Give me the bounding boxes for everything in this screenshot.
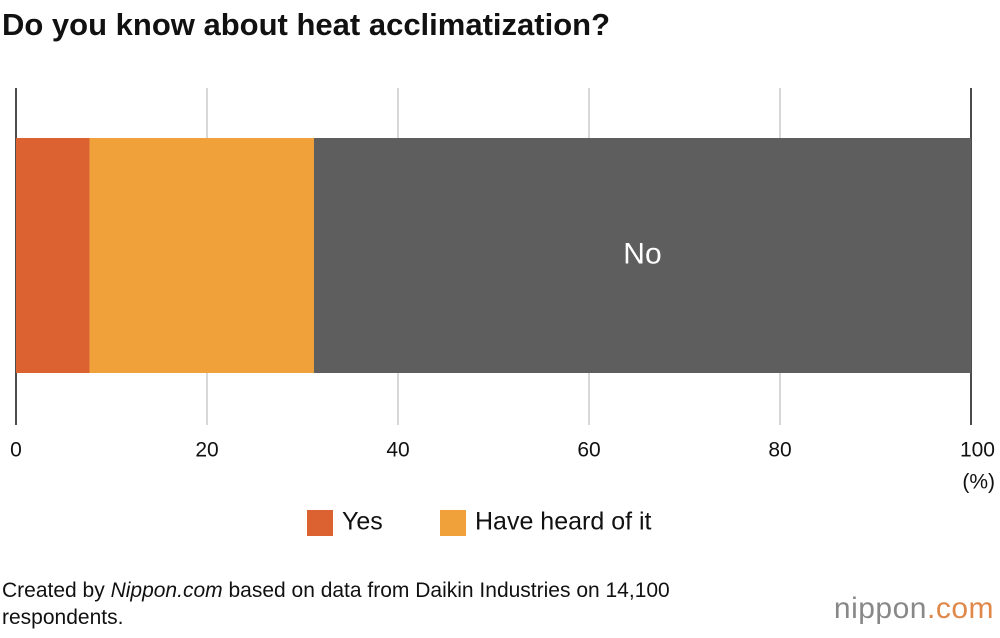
x-tick-label: 0 [10, 439, 22, 462]
chart-title: Do you know about heat acclimatization? [2, 7, 610, 42]
source-text: based on data from Daikin Industries on … [2, 579, 670, 629]
source-note: Created by Nippon.com based on data from… [2, 577, 742, 631]
x-tick-label: 100 [960, 439, 995, 462]
legend-swatch [440, 510, 466, 536]
logo-text: nippon [833, 592, 927, 625]
x-tick-label: 40 [386, 439, 409, 462]
legend-swatch [307, 510, 333, 536]
bar-segment [16, 138, 90, 373]
x-tick-label: 60 [577, 439, 600, 462]
bar-segment [89, 138, 314, 373]
x-tick-label: 80 [768, 439, 791, 462]
legend-label: Have heard of it [475, 508, 652, 536]
x-axis-label: (%) [962, 471, 995, 494]
x-tick-label: 20 [195, 439, 218, 462]
logo: nippon.com [834, 592, 994, 626]
logo-text: .com [926, 592, 994, 625]
legend-label: Yes [342, 508, 383, 536]
bar-segment [313, 138, 972, 373]
segment-label: No [623, 237, 661, 270]
source-text: Created by [2, 579, 111, 602]
source-text: Nippon.com [110, 579, 223, 602]
